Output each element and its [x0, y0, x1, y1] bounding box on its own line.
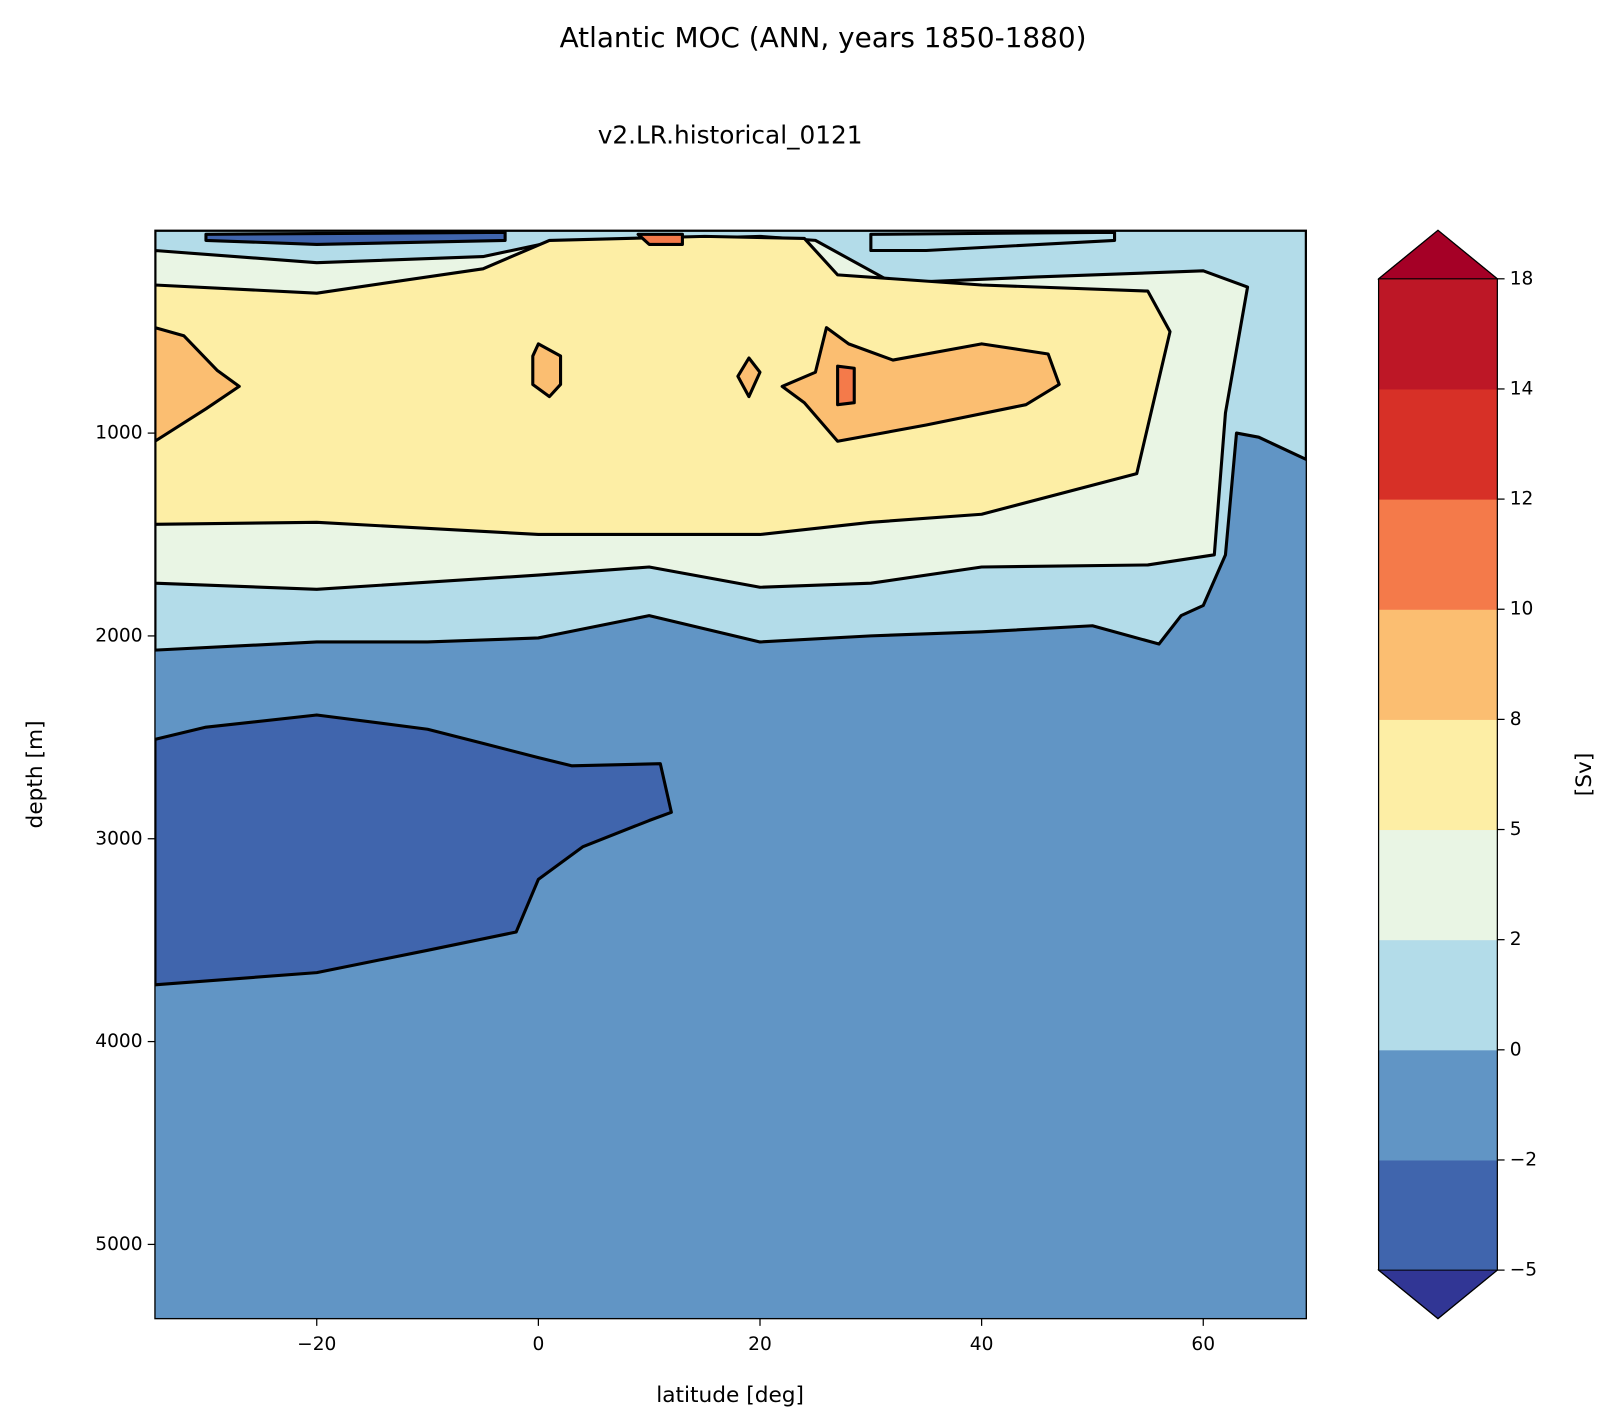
y-axis-label: depth [m] [23, 720, 48, 828]
colorbar-tick-label: 2 [1510, 929, 1522, 950]
colorbar-band [1378, 829, 1498, 941]
y-tick-label: 3000 [95, 828, 142, 849]
colorbar-tick-label: 10 [1510, 599, 1534, 620]
colorbar-tick-label: 5 [1510, 819, 1522, 840]
chart-subtitle: v2.LR.historical_0121 [598, 120, 863, 149]
colorbar-tick-label: −5 [1510, 1260, 1537, 1281]
colorbar-tick-label: 0 [1510, 1039, 1522, 1060]
chart-title: Atlantic MOC (ANN, years 1850-1880) [560, 21, 1087, 54]
colorbar-band [1378, 1049, 1498, 1161]
x-tick-label: 20 [748, 1334, 772, 1355]
x-tick-label: 60 [1191, 1334, 1215, 1355]
colorbar-tick-label: 18 [1510, 268, 1534, 289]
x-tick-label: 40 [970, 1334, 994, 1355]
colorbar-tick-label: −2 [1510, 1149, 1537, 1170]
contour-region [869, 230, 1117, 253]
x-axis-label: latitude [deg] [656, 1383, 804, 1408]
plot-frame [154, 229, 1307, 1320]
colorbar-band [1378, 1159, 1498, 1271]
y-tick-label: 4000 [95, 1031, 142, 1052]
y-tick-label: 5000 [95, 1234, 142, 1255]
colorbar-band [1378, 939, 1498, 1051]
colorbar-extend-over [1377, 229, 1499, 280]
contour-region [736, 356, 762, 399]
contour-region [154, 713, 673, 987]
y-tick-label: 1000 [95, 423, 142, 444]
colorbar-band [1378, 719, 1498, 831]
contour-region [780, 326, 1061, 443]
colorbar-tick-label: 12 [1510, 489, 1534, 510]
colorbar-band [1378, 278, 1498, 390]
contour-region [154, 326, 241, 443]
x-tick-label: −20 [297, 1334, 336, 1355]
colorbar-band [1378, 388, 1498, 500]
contour-region [204, 230, 507, 246]
colorbar-extend-under [1377, 1269, 1499, 1320]
colorbar-tick-label: 14 [1510, 378, 1534, 399]
plot-area [154, 230, 1307, 1319]
colorbar-band [1378, 499, 1498, 610]
x-tick-label: 0 [532, 1334, 544, 1355]
contour-region [154, 234, 1172, 537]
colorbar-label: [Sv] [1572, 753, 1597, 797]
colorbar-band [1378, 609, 1498, 720]
y-tick-label: 2000 [95, 625, 142, 646]
contour-region [836, 364, 856, 407]
contour-region [531, 342, 563, 399]
colorbar-tick-label: 8 [1510, 709, 1522, 730]
contour-region [636, 232, 684, 246]
